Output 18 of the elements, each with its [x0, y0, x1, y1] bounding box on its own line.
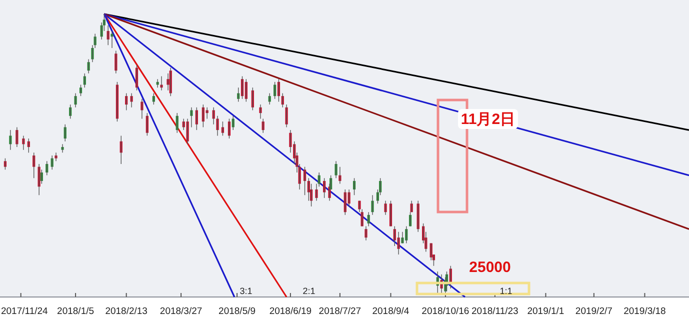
- x-tick-label: 2018/7/27: [318, 306, 362, 317]
- x-tick-label: 2019/3/18: [624, 306, 666, 317]
- x-tick-label: 2019/1/1: [527, 306, 564, 317]
- annotation: 1:1: [500, 286, 512, 296]
- x-tick-label: 2019/2/7: [575, 306, 612, 317]
- x-tick-label: 2017/11/24: [1, 306, 48, 317]
- annotation: 3:1: [240, 286, 252, 296]
- annotation: 2:1: [302, 286, 316, 296]
- x-tick-label: 2018/6/19: [269, 306, 312, 317]
- annotation: 11月2日: [460, 111, 516, 128]
- x-tick-label: 2018/3/27: [160, 306, 202, 317]
- annotation: 25000: [469, 259, 511, 276]
- x-tick-label: 2018/10/16: [422, 306, 470, 317]
- x-tick-label: 2018/1/5: [57, 306, 94, 317]
- x-tick-label: 2018/9/4: [372, 306, 410, 317]
- x-tick-label: 2018/5/9: [218, 306, 256, 317]
- x-tick-label: 2018/2/13: [105, 306, 148, 317]
- x-tick-label: 2018/11/23: [472, 306, 518, 317]
